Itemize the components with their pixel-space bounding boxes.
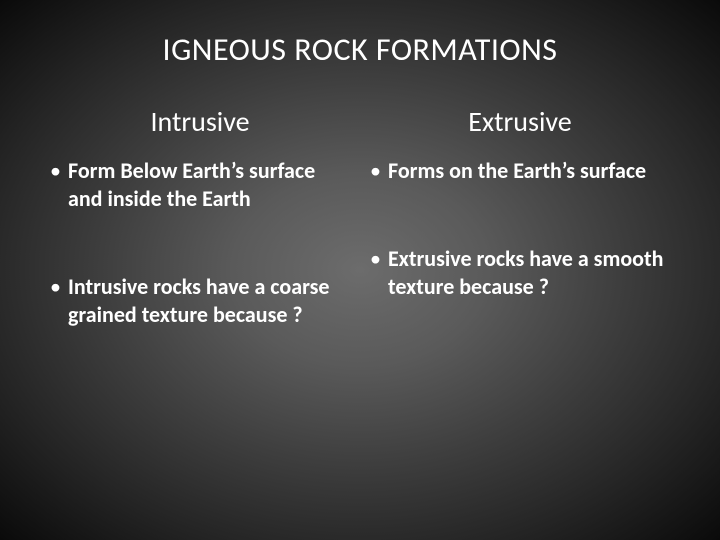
left-column-heading: Intrusive bbox=[50, 104, 350, 139]
bullet-text: Form Below Earth’s surface and inside th… bbox=[68, 157, 350, 213]
list-item: • Extrusive rocks have a smooth texture … bbox=[370, 245, 670, 301]
bullet-text: Forms on the Earth’s surface bbox=[388, 157, 670, 185]
columns-container: Intrusive • Form Below Earth’s surface a… bbox=[50, 104, 670, 500]
list-item: • Intrusive rocks have a coarse grained … bbox=[50, 273, 350, 329]
bullet-text: Intrusive rocks have a coarse grained te… bbox=[68, 273, 350, 329]
slide: IGNEOUS ROCK FORMATIONS Intrusive • Form… bbox=[0, 0, 720, 540]
right-column: Extrusive • Forms on the Earth’s surface… bbox=[370, 104, 670, 500]
bullet-icon: • bbox=[370, 245, 388, 273]
list-item: • Form Below Earth’s surface and inside … bbox=[50, 157, 350, 213]
bullet-icon: • bbox=[50, 157, 68, 185]
bullet-icon: • bbox=[370, 157, 388, 185]
bullet-icon: • bbox=[50, 273, 68, 301]
slide-title: IGNEOUS ROCK FORMATIONS bbox=[50, 30, 670, 69]
bullet-text: Extrusive rocks have a smooth texture be… bbox=[388, 245, 670, 301]
list-item: • Forms on the Earth’s surface bbox=[370, 157, 670, 185]
right-column-heading: Extrusive bbox=[370, 104, 670, 139]
left-column: Intrusive • Form Below Earth’s surface a… bbox=[50, 104, 350, 500]
